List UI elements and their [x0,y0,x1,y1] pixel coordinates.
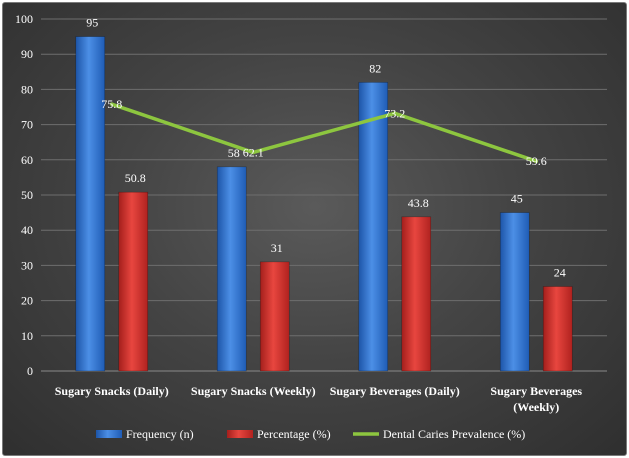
legend-label: Dental Caries Prevalence (%) [383,427,525,441]
y-tick-label: 20 [21,294,33,308]
line-layer [109,102,539,164]
legend-label: Percentage (%) [257,427,331,441]
bar-data-label: 95 [86,16,98,30]
y-tick-label: 90 [21,47,33,61]
bar-frequency [75,36,106,372]
axis-layer: 0 10 20 30 40 50 60 70 80 90 100 Sugary Snacks (Dai… [15,12,607,414]
bar-frequency [499,212,530,372]
bar-data-label: 82 [369,61,381,75]
y-tick-label: 60 [21,153,33,167]
x-category-label: (Weekly) [513,400,559,414]
bar-layer [75,36,573,372]
legend-bar-swatch [96,430,122,438]
bar-frequency [358,82,389,372]
line-data-label: 73.2 [384,106,405,120]
line-dental-caries-prevalence [111,102,537,163]
x-category-label: Sugary Snacks (Daily) [55,384,169,398]
legend-layer: Frequency (n) Percentage (%) Dental Caries… [96,427,525,441]
x-category-label: Sugary Beverages [490,384,582,398]
line-data-label: 75.8 [101,97,122,111]
line-point [109,102,114,106]
y-tick-label: 0 [27,364,33,378]
legend-bar-swatch [227,430,253,438]
bar-data-label: 45 [511,192,523,206]
bar-data-label: 43.8 [408,196,429,210]
line-point [251,150,256,155]
label-layer: 95 50.8 58 31 82 43.8 45 24 75.8 62.1 73.2 59.6 [86,16,566,280]
line-point [534,159,539,164]
y-tick-label: 80 [21,82,33,96]
bar-frequency [216,166,247,372]
x-category-label: Sugary Beverages (Daily) [330,384,460,398]
y-tick-label: 100 [15,12,33,26]
y-tick-label: 50 [21,188,33,202]
y-tick-label: 70 [21,118,33,132]
bar-data-label: 58 [228,146,240,160]
y-tick-label: 10 [21,329,33,343]
bar-data-label: 50.8 [125,171,146,185]
y-tick-label: 30 [21,258,33,272]
bar-percentage [401,216,432,372]
line-data-label: 62.1 [243,145,264,159]
line-point [392,111,397,116]
legend-label: Frequency (n) [126,427,194,441]
chart-svg: 0 10 20 30 40 50 60 70 80 90 100 Sugary Snacks (Dai… [15,12,607,441]
x-category-label: Sugary Snacks (Weekly) [191,384,316,398]
line-data-label: 59.6 [526,154,547,168]
bar-percentage [542,286,573,372]
bar-percentage [259,261,290,372]
y-tick-label: 40 [21,223,33,237]
bar-data-label: 31 [271,241,283,255]
bar-percentage [118,191,149,372]
bar-data-label: 24 [554,266,566,280]
